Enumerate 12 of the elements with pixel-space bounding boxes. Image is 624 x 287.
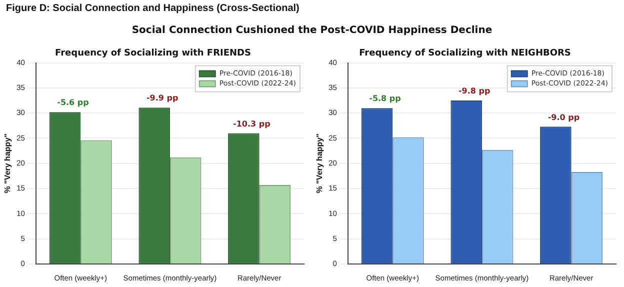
- chart-title: Frequency of Socializing with FRIENDS: [55, 48, 251, 59]
- text: Figure D: Social Connection and Happiness (Cross-Sectional): [6, 3, 300, 14]
- y-axis-title: % "Very happy": [3, 133, 12, 194]
- annotation: -5.6 pp: [57, 98, 90, 108]
- text: Social Connection Cushioned the Post-COVID Happiness Decline: [130, 25, 494, 36]
- chart-title: Frequency of Socializing with NEIGHBORS: [359, 48, 571, 59]
- annotation: -10.3 pp: [233, 119, 271, 128]
- annotation: -9.8 pp: [458, 86, 490, 96]
- annotation: -5.8 pp: [369, 94, 402, 104]
- annotation: -9.9 pp: [146, 94, 178, 103]
- annotation: -9.0 pp: [548, 112, 580, 122]
- y-axis-title: % "Very happy": [315, 133, 324, 194]
